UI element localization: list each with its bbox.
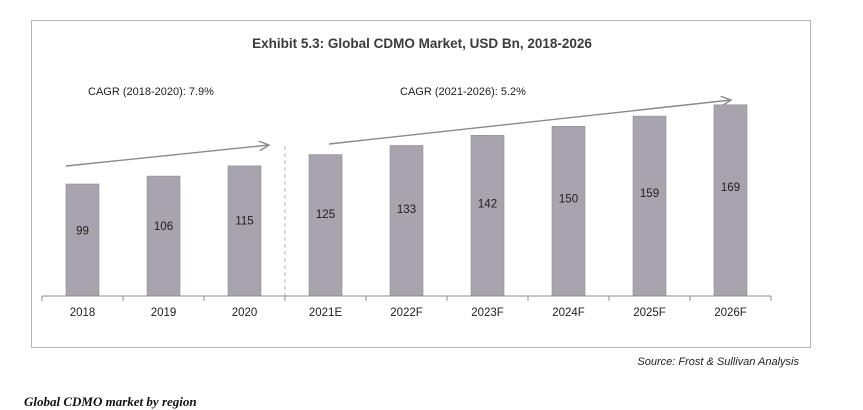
bar-value-label-2018: 99 <box>76 225 89 237</box>
bar-2022F <box>389 145 424 297</box>
bar-2023F <box>470 135 505 297</box>
bar-value-label-2024F: 150 <box>559 194 578 206</box>
cagr-label-1: CAGR (2018-2020): 7.9% <box>88 86 214 98</box>
chart-title: Exhibit 5.3: Global CDMO Market, USD Bn,… <box>252 36 592 51</box>
x-tick-label-2025F: 2025F <box>633 307 666 319</box>
bar-2019 <box>146 175 181 297</box>
bar-value-label-2023F: 142 <box>478 199 497 211</box>
bar-2025F <box>632 115 667 297</box>
cagr-trend-arrow-2 <box>328 100 731 145</box>
bar-2026F <box>713 104 748 297</box>
x-tick-label-2024F: 2024F <box>552 307 585 319</box>
bar-value-label-2022F: 133 <box>397 204 416 216</box>
x-tick-label-2020: 2020 <box>232 307 258 319</box>
bar-value-label-2021E: 125 <box>316 209 335 221</box>
bar-value-label-2020: 115 <box>235 215 253 227</box>
bar-2024F <box>551 126 586 297</box>
bar-value-label-2025F: 159 <box>640 188 659 200</box>
bar-2020 <box>227 165 262 297</box>
chart-frame: Exhibit 5.3: Global CDMO Market, USD Bn,… <box>31 20 811 348</box>
bar-2018 <box>65 183 100 297</box>
x-tick-label-2026F: 2026F <box>714 307 747 319</box>
x-tick-label-2021E: 2021E <box>309 307 343 319</box>
bar-2021E <box>308 154 343 297</box>
bar-value-label-2026F: 169 <box>721 182 740 194</box>
x-tick-label-2019: 2019 <box>151 307 177 319</box>
cagr-trend-arrow-1 <box>65 145 269 167</box>
region-caption: Global CDMO market by region <box>24 394 197 409</box>
bar-chart: Exhibit 5.3: Global CDMO Market, USD Bn,… <box>41 36 772 319</box>
cagr-label-2: CAGR (2021-2026): 5.2% <box>400 86 526 98</box>
x-tick-label-2018: 2018 <box>70 307 96 319</box>
bar-value-label-2019: 106 <box>154 221 173 233</box>
x-tick-label-2022F: 2022F <box>390 307 423 319</box>
source-note: Source: Frost & Sullivan Analysis <box>637 356 799 368</box>
x-tick-label-2023F: 2023F <box>471 307 504 319</box>
